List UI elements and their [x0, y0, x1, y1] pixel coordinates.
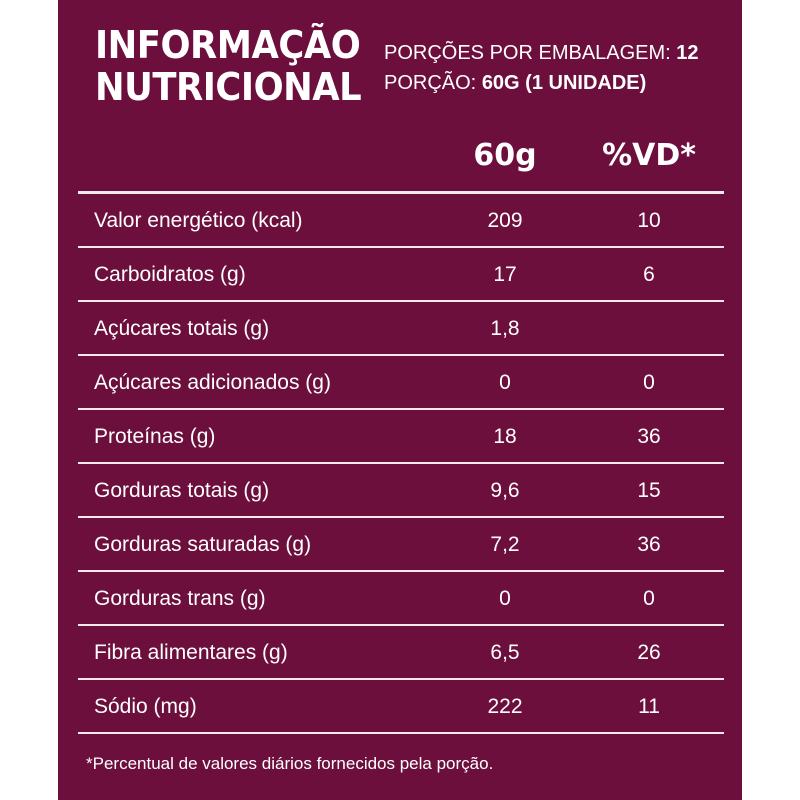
row-divider — [78, 516, 724, 518]
nutrient-amount: 0 — [499, 371, 511, 394]
portions-value: 12 — [676, 42, 699, 64]
row-divider — [78, 246, 724, 248]
column-header-amount: 60g — [473, 138, 537, 173]
page-title: INFORMAÇÃO NUTRICIONAL — [95, 23, 362, 109]
row-divider — [78, 678, 724, 680]
nutrient-amount: 222 — [487, 695, 523, 718]
table-row: Carboidratos (g) 17 6 — [78, 248, 724, 302]
nutrient-name: Açúcares adicionados (g) — [94, 371, 331, 394]
nutrient-daily-value: 0 — [643, 371, 655, 394]
title-line-2: NUTRICIONAL — [95, 65, 362, 109]
nutrient-daily-value: 10 — [637, 209, 661, 232]
nutrient-name: Carboidratos (g) — [94, 263, 246, 286]
column-header-vd: %VD* — [602, 138, 696, 173]
nutrient-daily-value: 0 — [643, 587, 655, 610]
nutrient-daily-value: 26 — [637, 641, 661, 664]
nutrient-name: Proteínas (g) — [94, 425, 216, 448]
nutrient-name: Gorduras saturadas (g) — [94, 533, 312, 556]
row-divider — [78, 462, 724, 464]
row-divider — [78, 570, 724, 572]
nutrient-amount: 1,8 — [490, 317, 520, 340]
nutrient-amount: 209 — [487, 209, 523, 232]
nutrient-amount: 17 — [493, 263, 517, 286]
table-row: Fibra alimentares (g) 6,5 26 — [78, 626, 724, 680]
nutrient-daily-value: 6 — [643, 263, 655, 286]
title-line-1: INFORMAÇÃO — [95, 23, 361, 67]
portion-size: PORÇÃO: 60G (1 UNIDADE) — [384, 68, 699, 98]
row-divider — [78, 354, 724, 356]
table-row: Gorduras saturadas (g) 7,2 36 — [78, 518, 724, 572]
row-divider — [78, 300, 724, 302]
portion-value: 60G (1 UNIDADE) — [481, 72, 647, 94]
table-row: Açúcares adicionados (g) 0 0 — [78, 356, 724, 410]
table-row: Valor energético (kcal) 209 10 — [78, 194, 724, 248]
table-row: Gorduras trans (g) 0 0 — [78, 572, 724, 626]
row-divider — [78, 732, 724, 734]
nutrient-daily-value: 15 — [637, 479, 661, 502]
nutrient-daily-value: 11 — [638, 695, 660, 718]
nutrient-name: Gorduras trans (g) — [94, 587, 266, 610]
nutrient-name: Gorduras totais (g) — [94, 479, 270, 502]
nutrient-name: Sódio (mg) — [94, 695, 197, 718]
nutrient-name: Açúcares totais (g) — [94, 317, 270, 340]
row-divider — [78, 408, 724, 410]
portion-info: PORÇÕES POR EMBALAGEM: 12 PORÇÃO: 60G (1… — [384, 38, 699, 98]
nutrient-amount: 7,2 — [490, 533, 520, 556]
row-divider — [78, 624, 724, 626]
nutrient-name: Valor energético (kcal) — [94, 209, 303, 232]
nutrient-name: Fibra alimentares (g) — [94, 641, 288, 664]
nutrient-amount: 18 — [493, 425, 517, 448]
nutrient-daily-value: 36 — [637, 425, 661, 448]
portions-label: PORÇÕES POR EMBALAGEM: — [384, 42, 671, 64]
portions-per-package: PORÇÕES POR EMBALAGEM: 12 — [384, 38, 699, 68]
table-row: Açúcares totais (g) 1,8 — [78, 302, 724, 356]
table-row: Sódio (mg) 222 11 — [78, 680, 724, 734]
table-row: Proteínas (g) 18 36 — [78, 410, 724, 464]
portion-label: PORÇÃO: — [384, 72, 477, 94]
footnote: *Percentual de valores diários fornecido… — [86, 754, 494, 773]
nutrition-panel: INFORMAÇÃO NUTRICIONAL PORÇÕES POR EMBAL… — [58, 0, 742, 800]
nutrient-amount: 0 — [499, 587, 511, 610]
table-top-rule — [78, 191, 724, 194]
nutrient-daily-value: 36 — [637, 533, 661, 556]
nutrient-amount: 6,5 — [490, 641, 520, 664]
table-row: Gorduras totais (g) 9,6 15 — [78, 464, 724, 518]
nutrient-amount: 9,6 — [490, 479, 520, 502]
